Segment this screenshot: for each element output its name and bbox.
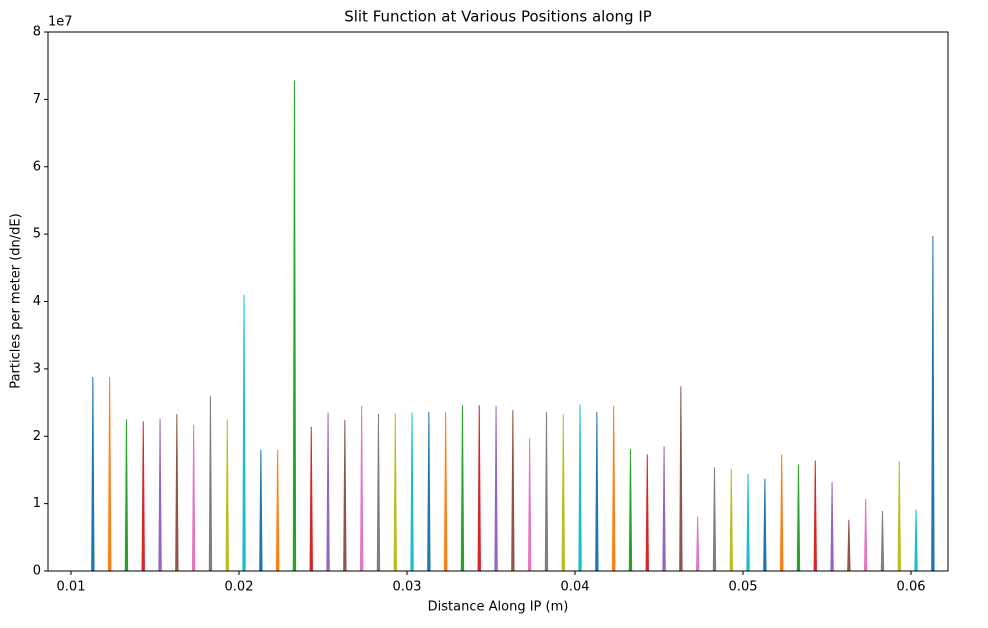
y-tick-label: 0 [33,564,41,579]
x-tick-label: 0.05 [729,580,758,595]
y-tick-label: 4 [33,294,41,309]
y-tick-label: 5 [33,227,41,242]
x-tick-label: 0.04 [561,580,590,595]
y-axis-label: Particles per meter (dn/dE) [9,213,24,388]
y-tick-label: 1 [33,496,41,511]
x-tick-label: 0.02 [225,580,254,595]
x-tick-label: 0.06 [897,580,926,595]
y-tick-label: 8 [33,25,41,40]
plot-frame [47,31,949,572]
y-tick-label: 7 [33,92,41,107]
y-tick-label: 3 [33,361,41,376]
y-tick-label: 2 [33,429,41,444]
y-tick-label: 6 [33,159,41,174]
x-tick-label: 0.03 [393,580,422,595]
y-offset-label: 1e7 [48,15,73,30]
x-tick-label: 0.01 [57,580,86,595]
x-axis-label: Distance Along IP (m) [428,600,569,615]
chart-title: Slit Function at Various Positions along… [344,8,652,26]
